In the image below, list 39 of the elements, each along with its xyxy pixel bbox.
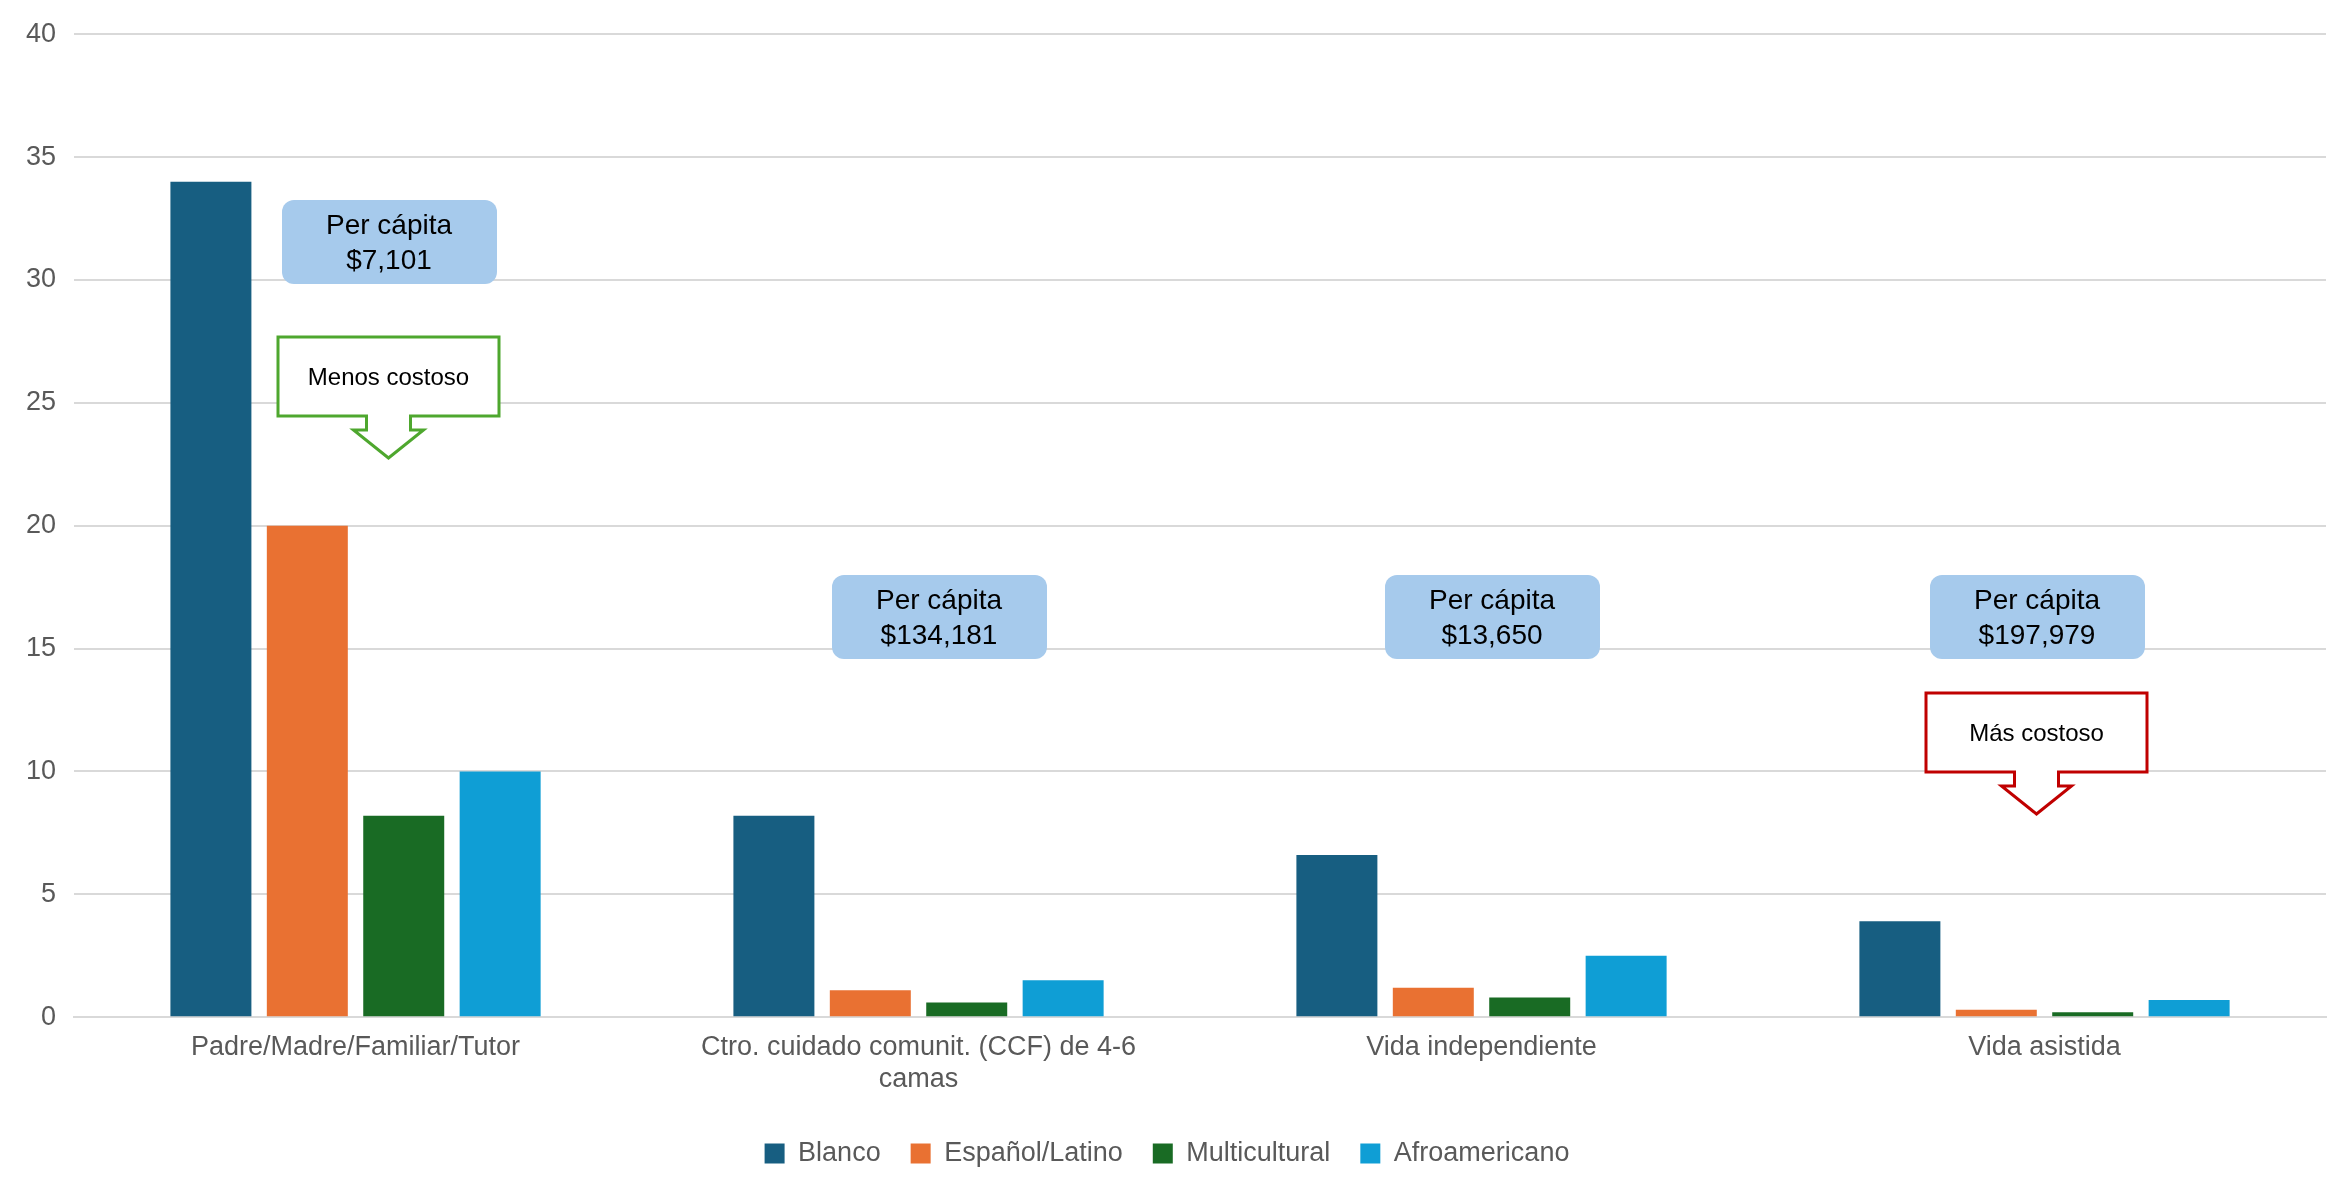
legend-label: Español/Latino (944, 1136, 1123, 1167)
bar (1859, 921, 1941, 1017)
annotation: Más costoso (1968, 717, 2105, 748)
bar (1489, 997, 1571, 1017)
y-tick-label: 25 (25, 386, 57, 417)
bar (733, 815, 815, 1017)
bar (1585, 955, 1667, 1017)
bar (459, 771, 541, 1017)
y-tick-label: 5 (41, 877, 57, 908)
y-tick-label: 35 (25, 140, 57, 171)
x-tick-label: Padre/Madre/Familiar/Tutor (190, 1030, 521, 1061)
bar (1392, 987, 1474, 1017)
annotation: Per cápita $197,979 (1929, 575, 2145, 659)
x-tick-label: Ctro. cuidado comunit. (CCF) de 4-6 camas (700, 1030, 1137, 1094)
bar (829, 990, 911, 1017)
x-tick-label: Vida independiente (1366, 1030, 1597, 1061)
bar (2148, 1000, 2230, 1017)
bar (266, 525, 348, 1017)
y-tick-label: 15 (25, 632, 57, 663)
bar (1955, 1009, 2037, 1017)
x-tick-label: Vida asistida (1968, 1030, 2122, 1061)
bar (1022, 980, 1104, 1017)
legend-label: Multicultural (1186, 1136, 1331, 1167)
annotation: Menos costoso (306, 361, 471, 392)
y-tick-label: 30 (25, 263, 57, 294)
bar (170, 181, 252, 1017)
legend-label: Afroamericano (1393, 1136, 1570, 1167)
bar (1296, 855, 1378, 1017)
bar (2052, 1012, 2134, 1017)
legend-label: Blanco (798, 1136, 881, 1167)
bar (363, 815, 445, 1017)
annotation: Per cápita $13,650 (1384, 575, 1600, 659)
y-tick-label: 40 (25, 17, 57, 48)
annotation: Per cápita $134,181 (831, 575, 1047, 659)
y-tick-label: 20 (25, 509, 57, 540)
y-tick-label: 10 (25, 754, 57, 785)
y-tick-label: 0 (41, 1000, 57, 1031)
bar (926, 1002, 1008, 1017)
annotation: Per cápita $7,101 (281, 200, 497, 284)
